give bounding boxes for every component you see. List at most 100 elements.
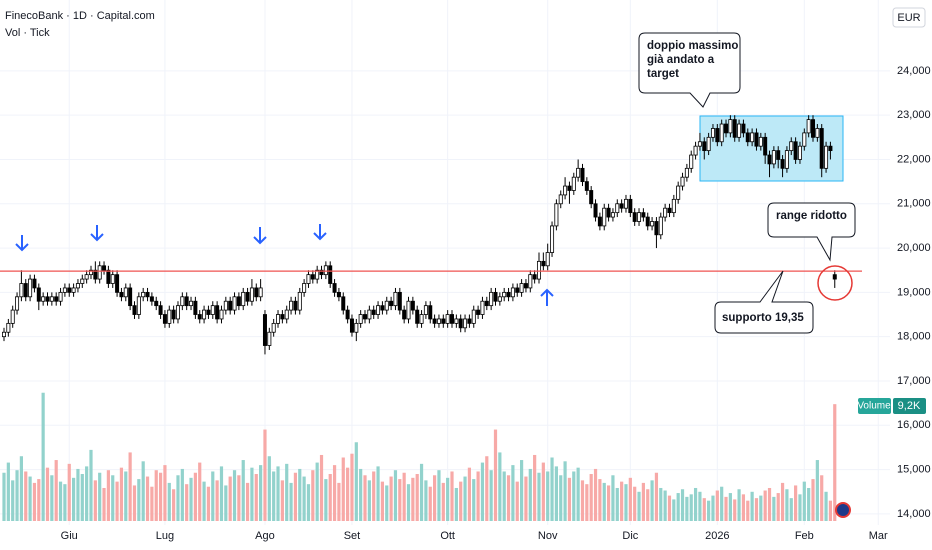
x-tick-label: Set	[344, 530, 361, 542]
candle-body	[162, 314, 167, 324]
y-tick-label: 23,000	[897, 109, 931, 121]
volume-bar	[528, 468, 532, 521]
candle-body	[432, 318, 437, 324]
candle-body	[541, 260, 546, 267]
volume-bar	[263, 429, 267, 521]
candle-body	[6, 322, 11, 333]
volume-bar	[737, 489, 741, 521]
volume-name: Volume	[857, 401, 891, 412]
volume-bar	[454, 487, 458, 521]
volume-bar	[89, 449, 93, 521]
y-tick-label: 15,000	[897, 463, 931, 475]
candle-body	[406, 300, 411, 320]
volume-bar	[389, 476, 393, 521]
candle-body	[776, 150, 781, 160]
candle-body	[797, 145, 802, 160]
volume-bar	[680, 489, 685, 521]
volume-bar	[602, 482, 606, 521]
volume-bar	[402, 472, 406, 521]
callout	[638, 32, 741, 108]
candle-body	[245, 291, 250, 302]
grid	[0, 0, 890, 525]
candle-body	[423, 305, 428, 315]
candle-body	[171, 309, 176, 320]
candle-body	[484, 300, 489, 307]
volume-bar	[693, 487, 698, 521]
candle-body	[576, 167, 581, 178]
volume-bar	[554, 466, 558, 521]
volume-bar	[267, 456, 271, 521]
candle-body	[554, 203, 559, 227]
volume-bar	[176, 475, 180, 521]
candle-body	[680, 176, 685, 187]
candle-body	[563, 185, 568, 196]
annotation-text: doppio massimo	[647, 40, 738, 52]
volume-bar	[794, 485, 798, 521]
candle-body	[88, 269, 93, 276]
arrow-down	[253, 227, 267, 245]
candle-body	[58, 291, 63, 302]
candle-body	[367, 309, 372, 320]
candle-body	[10, 309, 15, 324]
candle-body	[480, 300, 485, 315]
volume-bar	[459, 481, 463, 521]
volume-bar	[241, 460, 245, 521]
candle-body	[323, 265, 328, 276]
volume-bar	[450, 471, 454, 521]
volume-bar	[493, 429, 498, 521]
volume-bar	[615, 487, 619, 521]
y-tick-label: 17,000	[897, 375, 931, 387]
x-tick-label: Ott	[440, 530, 455, 542]
y-tick-label: 21,000	[897, 198, 931, 210]
candle-body	[280, 314, 285, 320]
volume-bar	[724, 496, 728, 521]
candle-body	[358, 314, 363, 324]
volume-bar	[511, 465, 515, 521]
candle-body	[349, 318, 354, 333]
volume-bar	[24, 471, 28, 521]
volume-bar	[828, 500, 833, 521]
candle-body	[606, 207, 611, 218]
candle-body	[771, 150, 776, 165]
volume-bar	[541, 462, 545, 521]
candle-body	[141, 291, 146, 298]
volume-bar	[45, 467, 50, 521]
candle-body	[75, 283, 80, 289]
candle-body	[402, 309, 407, 320]
candle-body	[293, 300, 298, 311]
volume-bar	[76, 468, 80, 521]
x-tick-label: Lug	[156, 530, 174, 542]
candle-body	[458, 318, 463, 329]
volume-bar	[332, 465, 337, 521]
candle-body	[276, 314, 281, 324]
volume-bar	[676, 493, 680, 521]
volume-bar	[272, 471, 276, 521]
volume-bar	[789, 498, 793, 521]
volume-bar	[833, 404, 837, 521]
candle-body	[489, 291, 494, 307]
candle-body	[54, 296, 59, 302]
candle-body	[593, 203, 598, 218]
arrows	[15, 224, 554, 306]
candle-body	[371, 309, 376, 315]
volume-bar	[585, 484, 589, 521]
volume-bar	[633, 486, 637, 521]
volume-bar	[2, 472, 6, 521]
volume-bar	[172, 489, 176, 521]
candle-body	[154, 300, 159, 307]
candle-body	[741, 123, 746, 134]
volume-bar	[807, 487, 811, 521]
volume-bar	[772, 496, 776, 521]
volume-bar	[506, 475, 511, 521]
candle-body	[824, 145, 829, 169]
volume-bar	[763, 490, 767, 521]
volume-bar	[354, 442, 358, 521]
volume-bar	[702, 498, 706, 521]
volume-bar	[341, 457, 345, 521]
candle-body	[106, 269, 111, 284]
candle-body	[28, 278, 33, 298]
candle-body	[715, 128, 720, 143]
candle-body	[567, 185, 572, 191]
volume-bar	[124, 471, 128, 521]
candle-body	[684, 167, 689, 178]
